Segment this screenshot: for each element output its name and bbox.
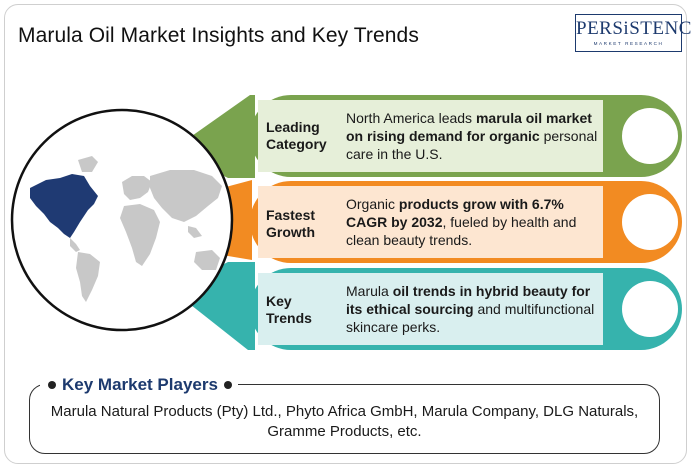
company-logo: PERSiSTENCE MARKET RESEARCH: [575, 14, 691, 52]
world-map-icon: [30, 156, 222, 302]
label-line: Leading: [266, 119, 320, 135]
central-america-shape: [70, 238, 80, 252]
text-part: personal care in the U.S.: [346, 128, 598, 162]
fastest-circle: [622, 194, 678, 250]
label-line: Trends: [266, 310, 312, 326]
trends-circle: [622, 281, 678, 337]
greenland-shape: [78, 156, 98, 172]
africa-shape: [120, 204, 160, 266]
leading-category-label: Leading Category: [266, 119, 327, 153]
label-line: Category: [266, 136, 327, 152]
key-trends-text: Marula oil trends in hybrid beauty for i…: [346, 282, 601, 336]
leading-panel: [258, 100, 603, 172]
text-part: Organic: [346, 196, 399, 212]
southeast-asia-shape: [188, 226, 202, 238]
australia-shape: [194, 250, 220, 270]
players-heading: Key Market Players: [62, 375, 218, 394]
key-trends-label: Key Trends: [266, 293, 312, 327]
label-line: Key: [266, 293, 292, 309]
text-part-bold: marula oil market on rising demand for o…: [346, 110, 592, 144]
players-list: Marula Natural Products (Pty) Ltd., Phyt…: [50, 403, 639, 440]
text-part: Marula: [346, 283, 393, 299]
text-part: , fueled by health and clean beauty tren…: [346, 214, 577, 248]
south-america-shape: [76, 252, 100, 302]
leading-category-text: North America leads marula oil market on…: [346, 109, 601, 163]
fastest-growth-label: Fastest Growth: [266, 207, 315, 241]
north-america-shape: [30, 174, 98, 238]
players-heading-wrap: Key Market Players: [40, 374, 238, 396]
label-line: Growth: [266, 224, 315, 240]
logo-tagline: MARKET RESEARCH: [593, 41, 664, 46]
page-title: Marula Oil Market Insights and Key Trend…: [18, 24, 419, 47]
text-part-bold: oil trends in hybrid beauty for its ethi…: [346, 283, 591, 317]
label-line: Fastest: [266, 207, 316, 223]
text-part: North America leads: [346, 110, 476, 126]
bullet-dot-icon: [223, 381, 232, 389]
text-part-bold: products grow with 6.7% CAGR by 2032: [346, 196, 564, 230]
trends-panel: [258, 273, 603, 345]
logo-name: PERSiSTENCE: [576, 18, 691, 39]
fastest-growth-text: Organic products grow with 6.7% CAGR by …: [346, 195, 601, 249]
text-part: and multifunctional skincare perks.: [346, 301, 595, 335]
fastest-panel: [258, 186, 603, 258]
europe-shape: [122, 176, 152, 200]
bullet-dot-icon: [48, 381, 56, 389]
leading-circle: [622, 108, 678, 164]
asia-shape: [150, 170, 222, 222]
